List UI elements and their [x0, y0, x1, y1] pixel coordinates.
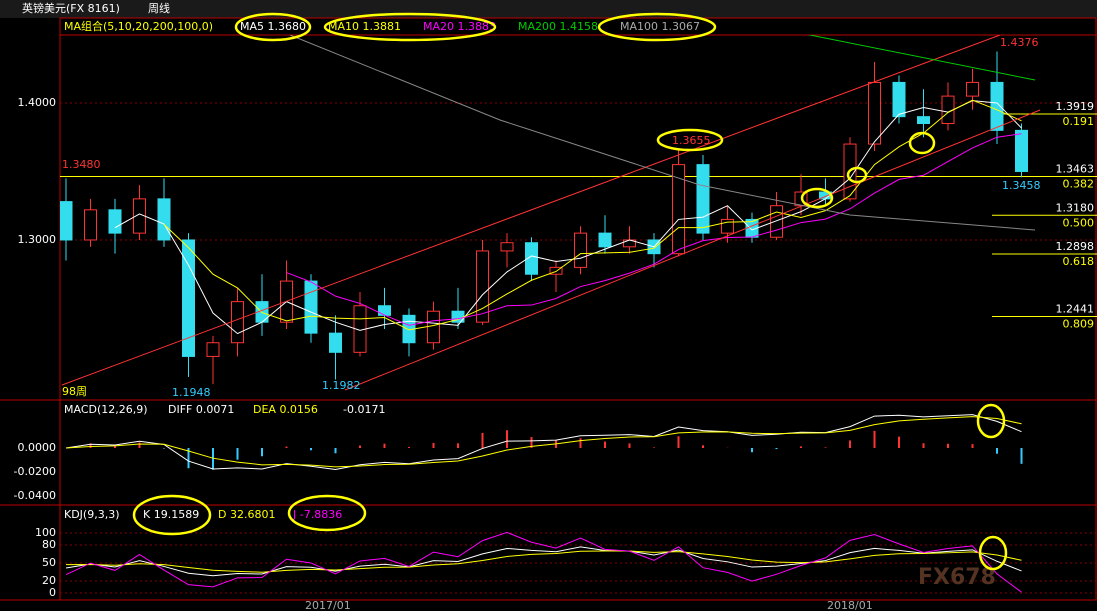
candle-body — [868, 81, 881, 145]
macd-label: MACD(12,26,9) — [64, 403, 148, 416]
annotation: 98周 — [62, 385, 87, 398]
candle-body — [157, 198, 171, 241]
candle-body — [917, 116, 930, 125]
candle-body — [182, 239, 195, 357]
fib-price: 1.3180 — [1056, 201, 1095, 214]
kdj-label: KDJ(9,3,3) — [64, 508, 120, 521]
fib-price: 1.3919 — [1056, 100, 1095, 113]
fib-ratio: 0.191 — [1063, 115, 1095, 128]
candle-body — [84, 209, 97, 241]
panel-frames — [0, 17, 1097, 601]
candle-body — [770, 205, 783, 238]
candle-body — [206, 342, 220, 357]
candle-body — [60, 201, 73, 241]
date-label: 2018/01 — [827, 599, 873, 611]
indicator-line — [114, 100, 1022, 335]
annotation: 1.3458 — [1002, 179, 1041, 192]
fib-ratio: 0.618 — [1063, 255, 1095, 268]
ma-label: MA组合(5,10,20,200,100,0) — [64, 19, 213, 33]
macd-dea: DEA 0.0156 — [253, 403, 318, 416]
y-tick-label: 0 — [49, 586, 56, 599]
y-tick-label: 0.0000 — [18, 441, 57, 454]
indicator-line — [65, 414, 1022, 470]
candle-body — [598, 232, 612, 248]
fib-price: 1.2441 — [1056, 303, 1095, 316]
annotation: 1.3655 — [672, 134, 711, 147]
ma-item: MA20 1.3883 — [423, 20, 496, 33]
indicator-line — [65, 416, 1022, 468]
kdj-d: D 32.6801 — [218, 508, 275, 521]
y-tick-label: 20 — [42, 574, 56, 587]
ma-item: MA100 1.3067 — [620, 20, 700, 33]
candle-body — [525, 242, 538, 275]
candle-body — [108, 209, 122, 234]
y-tick-label: 50 — [42, 556, 56, 569]
indicator-line — [65, 531, 1022, 593]
candle-body — [476, 250, 489, 323]
indicator-line — [286, 133, 1022, 326]
ma-item: MA5 1.3680 — [240, 20, 306, 33]
indicator-line — [163, 99, 1022, 331]
candle-body — [500, 242, 514, 252]
candle-body — [696, 164, 710, 234]
macd-diff: DIFF 0.0071 — [168, 403, 234, 416]
annotation: 1.1982 — [322, 379, 361, 392]
trend-lines — [61, 35, 1041, 391]
fib-price: 1.3463 — [1056, 163, 1095, 176]
period[interactable]: 周线 — [148, 1, 170, 15]
y-tick-label: -0.0400 — [14, 489, 56, 502]
ma-item: MA200 1.4158 — [518, 20, 598, 33]
highlight-ellipses — [132, 12, 1008, 571]
candle-body — [990, 81, 1004, 131]
date-label: 2017/01 — [305, 599, 351, 611]
candle-body — [231, 301, 244, 344]
candle-body — [672, 164, 685, 255]
watermark: FX678 — [918, 565, 996, 590]
y-tick-label: 1.3000 — [18, 233, 57, 246]
candle-body — [549, 266, 563, 275]
kdj-j: J -7.8836 — [292, 508, 342, 521]
candle-body — [721, 218, 734, 234]
y-tick-label: -0.0200 — [14, 465, 56, 478]
annotation: 1.3480 — [62, 158, 101, 171]
candle-body — [329, 332, 342, 353]
candle-body — [1015, 129, 1028, 172]
y-tick-label: 80 — [42, 538, 56, 551]
indicator-line — [65, 550, 1022, 573]
y-tick-label: 1.4000 — [18, 96, 57, 109]
kdj-k: K 19.1589 — [143, 508, 199, 521]
candle-body — [892, 81, 906, 118]
fib-price: 1.2898 — [1056, 240, 1095, 253]
ma-item: MA10 1.3881 — [328, 20, 401, 33]
candle-body — [966, 81, 979, 97]
symbol[interactable]: 英镑美元(FX 8161) — [22, 1, 120, 15]
y-tick-label: 100 — [35, 526, 56, 539]
annotation: 1.4376 — [1000, 36, 1039, 49]
fib-ratio: 0.500 — [1063, 216, 1095, 229]
fib-ratio: 0.809 — [1063, 318, 1095, 331]
candle-body — [378, 305, 391, 316]
candle-body — [574, 232, 587, 268]
annotation: 1.1948 — [172, 386, 211, 399]
candle-body — [304, 280, 318, 334]
fib-ratio: 0.382 — [1063, 178, 1095, 191]
indicator-line — [65, 546, 1022, 577]
candle-body — [427, 310, 440, 344]
macd-value: -0.0171 — [343, 403, 385, 416]
